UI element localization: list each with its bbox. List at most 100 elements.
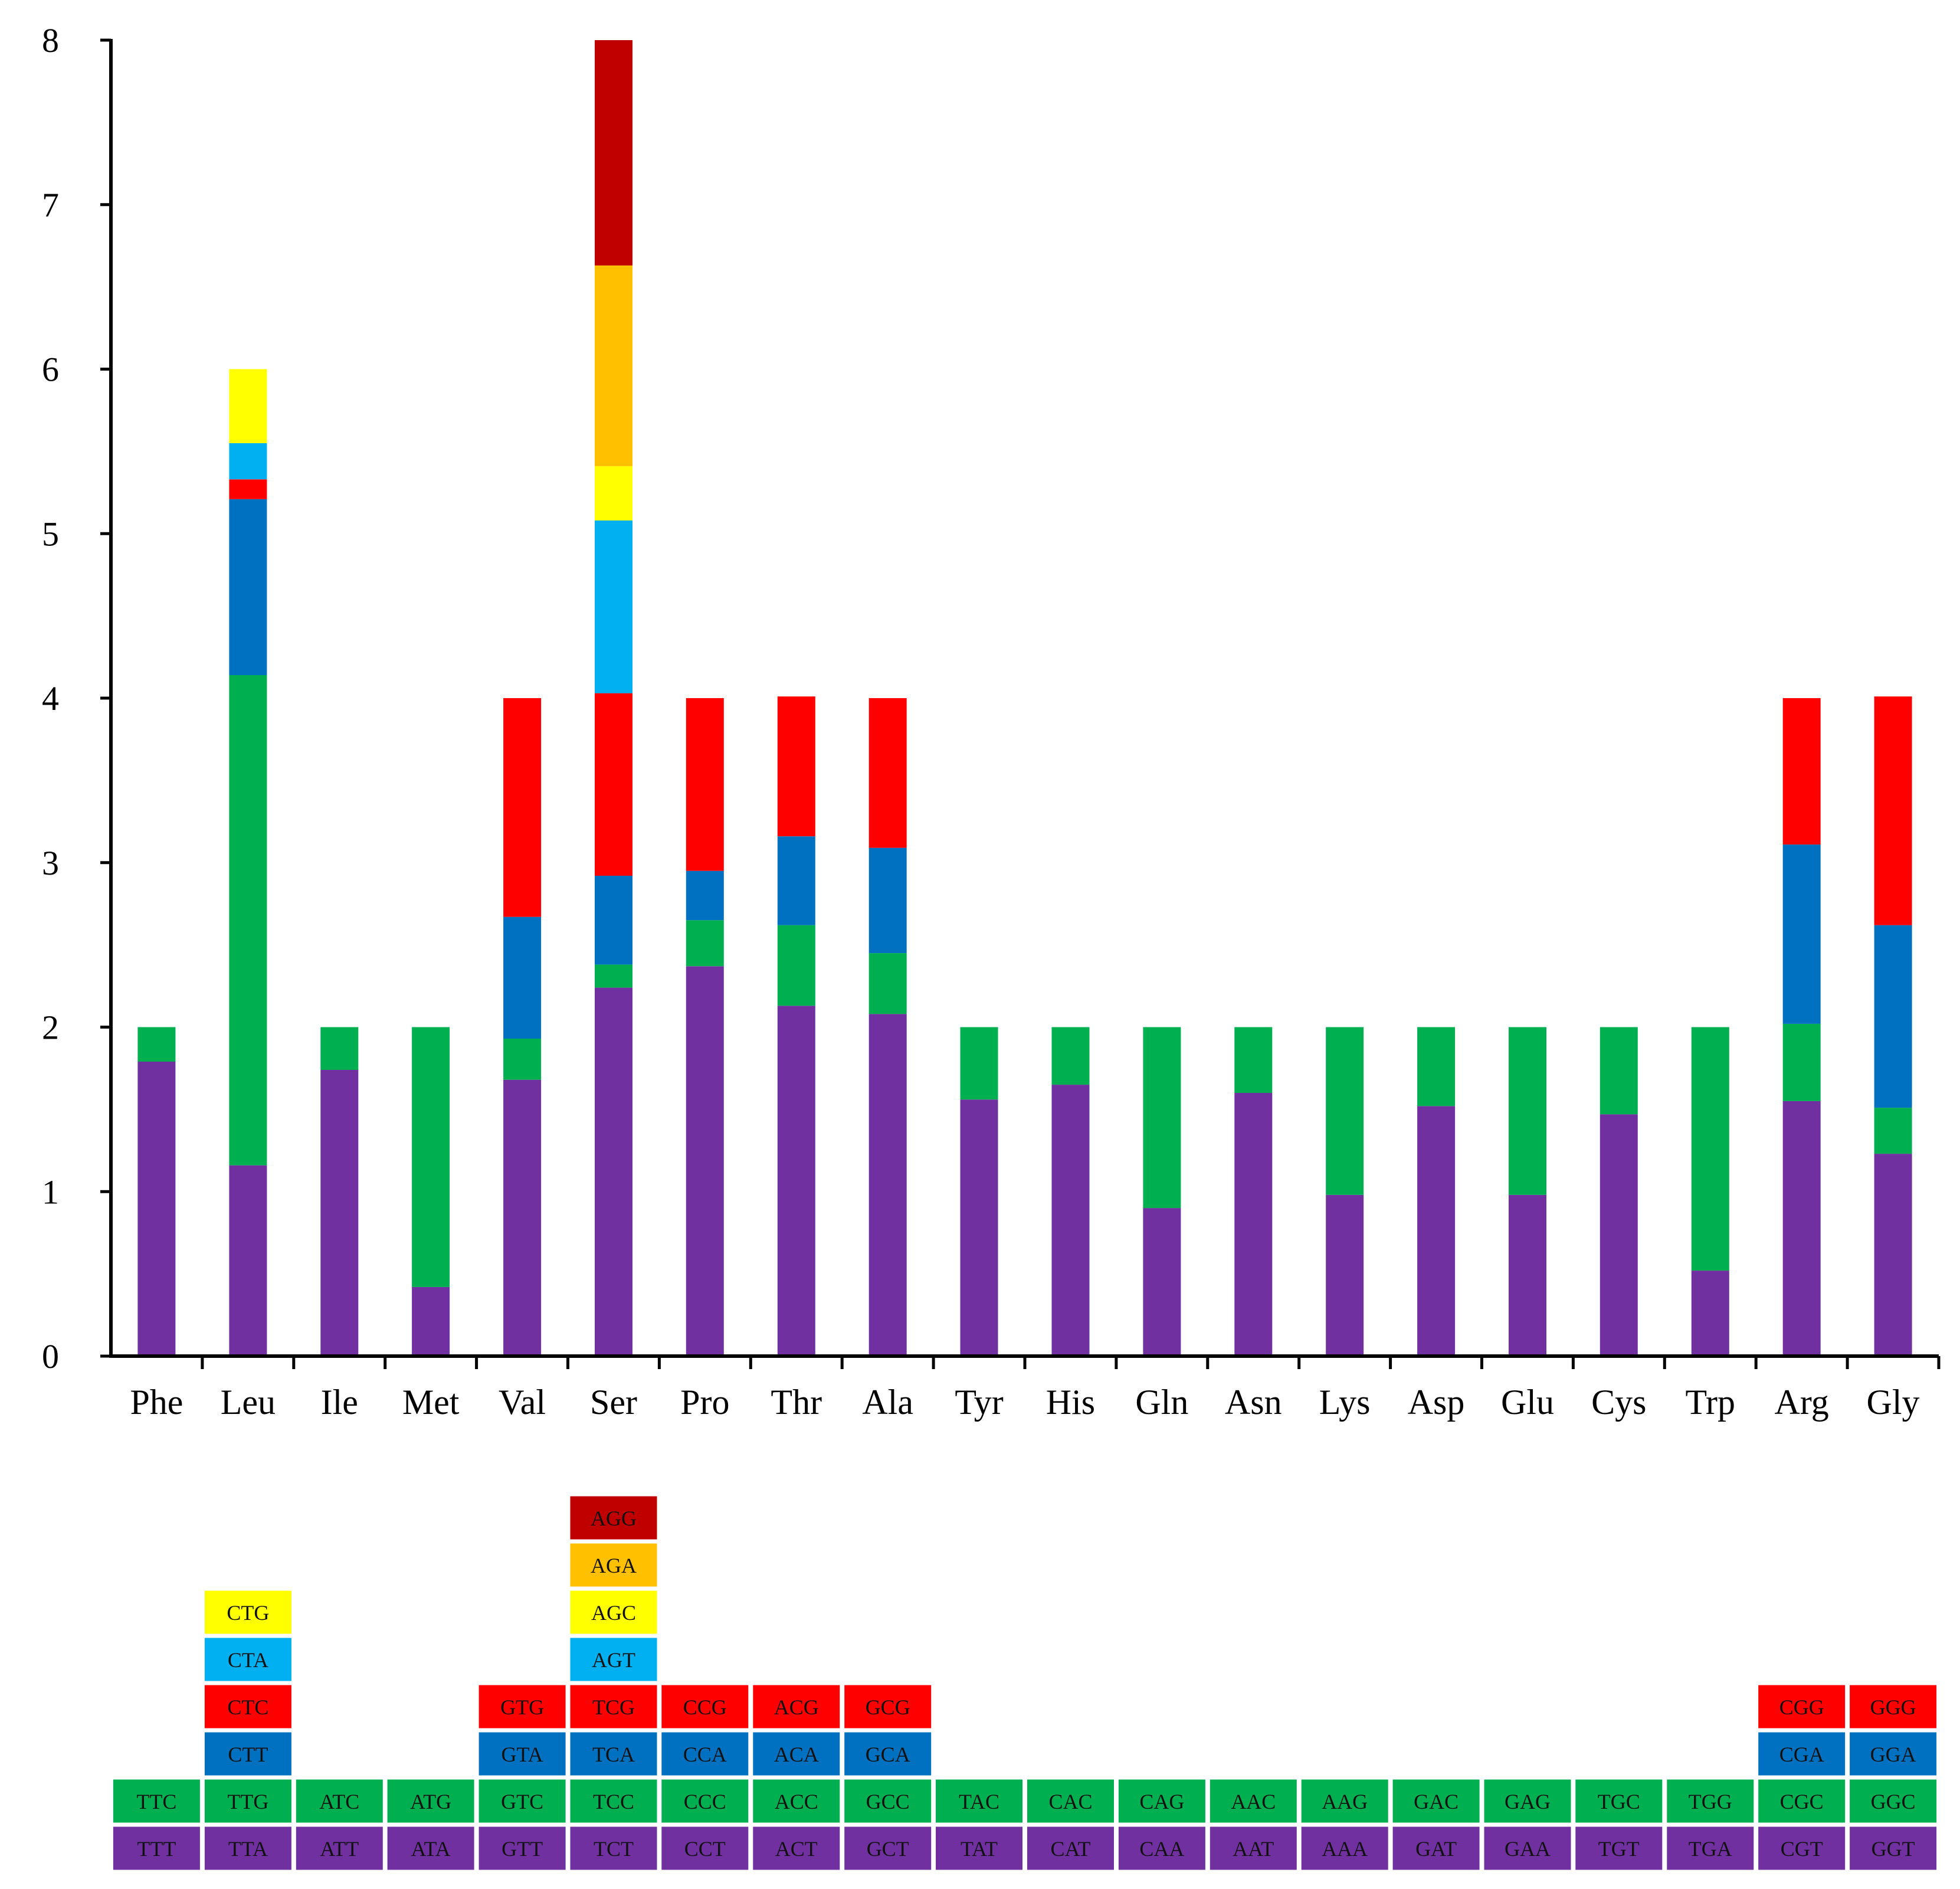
x-category-label: Met (402, 1383, 460, 1422)
codon-cell-gtc (477, 1777, 568, 1825)
codon-cell-aat (1208, 1825, 1299, 1872)
codon-label: ATG (410, 1790, 451, 1813)
codon-label: GAG (1505, 1790, 1551, 1813)
bar-segment-ctt (229, 499, 267, 675)
bar-segment-aag (1326, 1027, 1364, 1195)
bar-gly (1874, 696, 1912, 1356)
codon-label: CGA (1779, 1743, 1824, 1766)
codon-cell-cct (660, 1825, 750, 1872)
bar-tyr (960, 1027, 998, 1356)
codon-label: GTA (502, 1743, 543, 1766)
bar-segment-tgg (1691, 1027, 1729, 1271)
codon-label: CCT (684, 1837, 726, 1861)
bar-segment-aca (777, 836, 815, 925)
codon-label: GAT (1415, 1837, 1457, 1861)
bar-thr (777, 696, 815, 1356)
bar-segment-ata (412, 1286, 450, 1356)
codon-cell-atc (294, 1777, 385, 1825)
codon-cell-gtg (477, 1683, 568, 1730)
codon-cell-gac (1391, 1777, 1482, 1825)
y-tick-label: 0 (42, 1337, 59, 1376)
stacked-bar-chart: 0 1 2 3 4 5 6 7 8 Phe Leu Ile Met Val Ser Pro Thr Ala Tyr H… (42, 21, 1941, 1422)
bar-glu (1509, 1027, 1546, 1356)
codon-label: ATT (320, 1837, 359, 1861)
bar-segment-cgc (1782, 1023, 1821, 1101)
bars-layer (137, 40, 1912, 1356)
bar-segment-gtg (503, 698, 542, 917)
codon-cell-ggg (1848, 1683, 1939, 1730)
codon-cell-cta (202, 1636, 293, 1683)
bar-ile (320, 1027, 359, 1356)
bar-segment-agg (595, 40, 632, 266)
bar-segment-gag (1509, 1027, 1546, 1195)
codon-label: CCC (684, 1790, 726, 1813)
codon-label: AGA (591, 1554, 637, 1577)
codon-label: AAG (1322, 1790, 1368, 1813)
codon-cell-gga (1848, 1730, 1939, 1777)
codon-cell-cca (660, 1730, 750, 1777)
codon-cell-aaa (1299, 1825, 1390, 1872)
codon-cell-gca (843, 1730, 933, 1777)
codon-label: GGG (1870, 1695, 1916, 1719)
codon-label: CAA (1139, 1837, 1184, 1861)
codon-label: GCG (866, 1695, 910, 1719)
codon-cell-gtt (477, 1825, 568, 1872)
bar-segment-att (320, 1070, 359, 1356)
x-category-label: Gly (1867, 1383, 1920, 1422)
bar-val (503, 698, 542, 1356)
codon-column-asn: AAT AAC (1208, 1777, 1299, 1872)
codon-cell-agg (568, 1494, 659, 1541)
x-category-label: Leu (221, 1383, 276, 1422)
bar-ser (595, 40, 632, 1356)
codon-cell-ggt (1848, 1825, 1939, 1872)
codon-cell-tct (568, 1825, 659, 1872)
bar-segment-gga (1874, 925, 1912, 1108)
bar-segment-ttc (137, 1027, 176, 1062)
bar-cys (1600, 1027, 1638, 1356)
codon-column-phe: TTT TTC (111, 1777, 202, 1872)
bar-segment-ccg (686, 698, 724, 871)
x-category-label: Arg (1775, 1383, 1829, 1422)
codon-cell-acg (751, 1683, 842, 1730)
bar-segment-cca (686, 870, 724, 921)
bar-his (1051, 1027, 1090, 1356)
codon-label: AAA (1322, 1837, 1368, 1861)
x-category-label: Phe (130, 1383, 183, 1422)
codon-label: ACA (774, 1743, 819, 1766)
codon-cell-tgc (1574, 1777, 1664, 1825)
codon-cell-cac (1025, 1777, 1116, 1825)
codon-label: CTT (228, 1743, 268, 1766)
codon-cell-gcg (843, 1683, 933, 1730)
bar-segment-ttt (137, 1062, 176, 1356)
axes-layer: 0 1 2 3 4 5 6 7 8 Phe Leu Ile Met Val Ser Pro Thr Ala Tyr H… (42, 21, 1941, 1422)
bar-segment-ctc (229, 479, 267, 499)
codon-cell-tat (934, 1825, 1024, 1872)
codon-cell-cag (1116, 1777, 1207, 1825)
codon-cell-ttc (111, 1777, 202, 1825)
x-category-label: Glu (1501, 1383, 1554, 1422)
x-category-label: His (1046, 1383, 1095, 1422)
bar-segment-agc (595, 466, 632, 520)
bar-segment-tgc (1600, 1027, 1638, 1115)
codon-column-ser: TCT TCC TCA TCG AGT AGC AGA AGG (568, 1494, 659, 1872)
codon-label: CGC (1780, 1790, 1824, 1813)
bar-segment-gct (868, 1014, 907, 1356)
x-category-label: Ile (321, 1383, 358, 1422)
y-tick-label: 7 (42, 186, 59, 224)
codon-label: GTC (501, 1790, 543, 1813)
bar-met (412, 1027, 450, 1356)
bar-segment-aaa (1326, 1194, 1364, 1356)
bar-segment-tat (960, 1099, 998, 1356)
y-tick-label: 3 (42, 844, 59, 882)
bar-segment-gtt (503, 1079, 542, 1356)
x-category-label: Ser (590, 1383, 637, 1422)
bar-segment-gca (868, 847, 907, 954)
codon-column-ile: ATT ATC (294, 1777, 385, 1872)
bar-segment-acc (777, 925, 815, 1006)
codon-cell-gat (1391, 1825, 1482, 1872)
bar-trp (1691, 1027, 1729, 1356)
bar-segment-gcc (868, 953, 907, 1014)
y-tick-label: 6 (42, 351, 59, 389)
bar-segment-caa (1143, 1208, 1181, 1356)
